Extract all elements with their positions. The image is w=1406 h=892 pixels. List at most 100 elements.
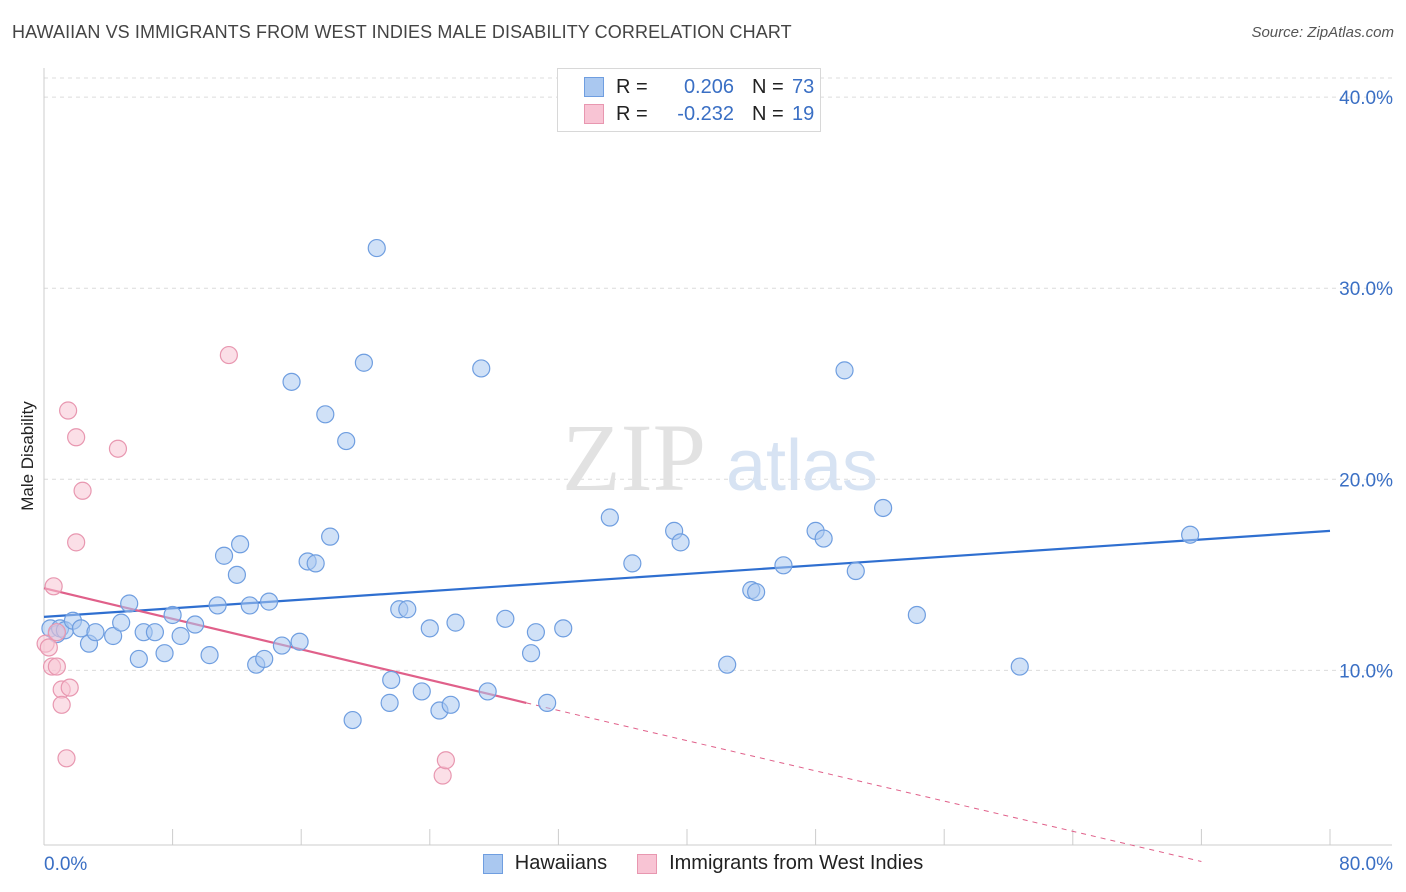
point-hawaiians [441,695,460,714]
r-label: R = [616,75,648,98]
n-value: 73 [792,75,815,98]
series-legend: Hawaiians Immigrants from West Indies [0,852,1406,875]
watermark-zip: ZIP [562,404,706,511]
point-hawaiians [814,529,833,548]
point-hawaiians [382,670,401,690]
point-hawaiians [747,582,766,602]
point-hawaiians [86,623,105,642]
point-hawaiians [306,554,325,573]
r-value: 0.206 [683,75,734,98]
point-hawaiians [398,600,417,619]
n-value: 19 [792,102,815,125]
point-hawaiians [200,646,219,665]
point-west-indies [436,751,455,770]
point-hawaiians [478,682,497,701]
y-tick-label: 20.0% [1339,470,1393,491]
point-hawaiians [214,546,234,565]
point-hawaiians [1181,525,1200,544]
point-hawaiians [240,596,259,615]
point-hawaiians [446,613,465,632]
point-west-indies [47,623,66,642]
n-label: N = [752,102,784,125]
r-label: R = [616,102,648,125]
point-west-indies [39,638,58,657]
watermark-atlas: atlas [726,426,878,506]
point-hawaiians [907,605,926,625]
point-hawaiians [354,353,373,372]
point-hawaiians [231,535,250,554]
point-hawaiians [874,498,893,518]
point-hawaiians [321,527,340,546]
point-hawaiians [496,609,515,628]
point-hawaiians [846,561,865,581]
y-tick-label: 10.0% [1339,661,1393,682]
point-hawaiians [163,605,182,625]
trend-line-dashed-west-indies [526,702,1202,862]
legend-swatch-west-indies [637,853,658,874]
point-hawaiians [718,655,737,674]
point-hawaiians [420,619,439,638]
point-hawaiians [671,533,690,552]
legend-label-hawaiians: Hawaiians [514,852,608,874]
y-tick-label: 40.0% [1339,88,1393,109]
r-value: -0.232 [677,102,734,125]
legend-swatch-hawaiians [584,77,604,97]
watermark: ZIP atlas [562,404,878,511]
x-tick-label: 0.0% [44,854,87,875]
legend-swatch-west-indies [584,104,604,124]
data-points [36,238,1200,785]
tick-labels: 10.0% 20.0% 30.0% 40.0% 0.0% 80.0% [44,88,1393,875]
point-west-indies [60,678,79,697]
point-hawaiians [554,619,573,638]
point-west-indies [67,533,86,552]
point-hawaiians [171,626,190,646]
legend-label-west-indies: Immigrants from West Indies [669,852,924,874]
legend-row-hawaiians: R = 0.206 N = 73 [584,75,814,99]
point-hawaiians [272,636,292,655]
point-west-indies [433,766,452,785]
point-west-indies [219,345,238,365]
point-west-indies [59,401,78,420]
point-hawaiians [259,592,279,611]
point-hawaiians [623,554,642,573]
point-west-indies [57,749,76,768]
point-hawaiians [255,649,274,669]
legend-row-west-indies: R = -0.232 N = 19 [584,102,814,126]
point-hawaiians [129,649,148,669]
point-hawaiians [774,556,793,575]
point-hawaiians [343,710,362,730]
point-hawaiians [112,613,131,632]
point-hawaiians [155,644,174,663]
point-hawaiians [290,632,309,651]
point-west-indies [73,481,92,500]
point-hawaiians [282,372,301,391]
point-west-indies [108,439,128,458]
chart-title: HAWAIIAN VS IMMIGRANTS FROM WEST INDIES … [12,22,792,42]
source-label: Source: ZipAtlas.com [1251,24,1394,41]
legend-swatch-hawaiians [482,853,503,874]
legend-item-west-indies: Immigrants from West Indies [637,852,923,875]
point-west-indies [44,577,63,596]
point-hawaiians [208,596,227,615]
point-hawaiians [186,615,205,634]
legend-item-hawaiians: Hawaiians [482,852,608,875]
point-hawaiians [104,626,123,646]
point-west-indies [52,695,71,714]
grid-lines [44,77,1392,671]
point-hawaiians [380,693,399,712]
point-hawaiians [600,508,619,527]
stats-legend: R = 0.206 N = 73 R = -0.232 N = 19 [557,68,821,132]
point-hawaiians [835,361,854,380]
point-hawaiians [526,623,545,642]
point-west-indies [67,428,86,447]
point-hawaiians [412,682,431,701]
point-hawaiians [120,594,139,613]
point-hawaiians [472,359,491,378]
point-west-indies [47,657,66,676]
point-hawaiians [367,238,386,258]
n-label: N = [752,75,784,98]
point-hawaiians [227,565,246,584]
point-hawaiians [316,405,335,424]
point-hawaiians [1010,657,1029,676]
